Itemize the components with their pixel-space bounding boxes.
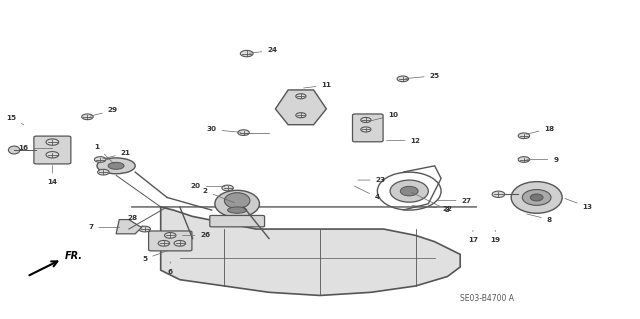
Circle shape xyxy=(492,191,505,197)
Text: 8: 8 xyxy=(527,214,552,223)
Text: 6: 6 xyxy=(168,262,173,275)
Ellipse shape xyxy=(215,190,259,217)
FancyBboxPatch shape xyxy=(353,114,383,142)
Text: 5: 5 xyxy=(142,251,168,262)
Text: 27: 27 xyxy=(438,197,472,204)
Ellipse shape xyxy=(531,194,543,201)
Ellipse shape xyxy=(225,193,250,209)
Text: 17: 17 xyxy=(468,230,478,243)
Text: 3: 3 xyxy=(412,192,450,213)
Text: 1: 1 xyxy=(95,144,114,164)
Circle shape xyxy=(82,114,93,120)
Circle shape xyxy=(241,50,253,57)
Text: 4: 4 xyxy=(355,186,380,200)
Polygon shape xyxy=(275,90,326,125)
Polygon shape xyxy=(116,219,141,234)
FancyBboxPatch shape xyxy=(210,215,264,227)
Circle shape xyxy=(95,157,106,162)
Circle shape xyxy=(518,157,530,162)
Text: 9: 9 xyxy=(527,157,558,162)
Text: 28: 28 xyxy=(127,215,143,226)
Text: 20: 20 xyxy=(191,183,225,189)
Text: 12: 12 xyxy=(387,137,420,144)
Circle shape xyxy=(158,241,170,246)
Text: 24: 24 xyxy=(250,48,277,53)
Circle shape xyxy=(296,113,306,118)
Circle shape xyxy=(46,152,59,158)
Text: 26: 26 xyxy=(182,233,211,238)
Circle shape xyxy=(222,185,234,191)
Text: SE03-B4700 A: SE03-B4700 A xyxy=(460,294,514,303)
Ellipse shape xyxy=(390,180,428,202)
Ellipse shape xyxy=(97,158,135,174)
Circle shape xyxy=(397,76,408,82)
Ellipse shape xyxy=(400,186,418,196)
Ellipse shape xyxy=(228,207,246,213)
Circle shape xyxy=(361,127,371,132)
FancyBboxPatch shape xyxy=(148,231,192,251)
PathPatch shape xyxy=(161,207,460,295)
Circle shape xyxy=(296,94,306,99)
Text: 14: 14 xyxy=(47,166,58,185)
Text: 23: 23 xyxy=(358,177,385,183)
Circle shape xyxy=(98,169,109,175)
Circle shape xyxy=(164,233,176,238)
Text: 13: 13 xyxy=(564,198,593,210)
Text: 29: 29 xyxy=(90,108,118,116)
Circle shape xyxy=(518,133,530,139)
Text: 15: 15 xyxy=(6,115,24,125)
Ellipse shape xyxy=(511,182,562,213)
Circle shape xyxy=(139,226,150,232)
Ellipse shape xyxy=(8,146,20,154)
Text: 25: 25 xyxy=(406,73,440,79)
Circle shape xyxy=(361,117,371,122)
Text: FR.: FR. xyxy=(65,251,83,261)
Text: 30: 30 xyxy=(207,126,241,132)
Circle shape xyxy=(174,241,186,246)
Circle shape xyxy=(238,130,249,136)
Text: 19: 19 xyxy=(490,230,500,243)
FancyBboxPatch shape xyxy=(34,136,71,164)
Text: 22: 22 xyxy=(412,205,452,211)
Text: 21: 21 xyxy=(103,150,131,159)
Text: 18: 18 xyxy=(527,125,554,134)
Text: 11: 11 xyxy=(303,82,332,88)
Text: 2: 2 xyxy=(203,188,235,203)
Text: 7: 7 xyxy=(88,225,120,231)
Ellipse shape xyxy=(522,189,551,205)
Circle shape xyxy=(46,139,59,145)
Text: 10: 10 xyxy=(371,112,398,121)
Text: 16: 16 xyxy=(19,145,52,152)
Ellipse shape xyxy=(108,162,124,169)
